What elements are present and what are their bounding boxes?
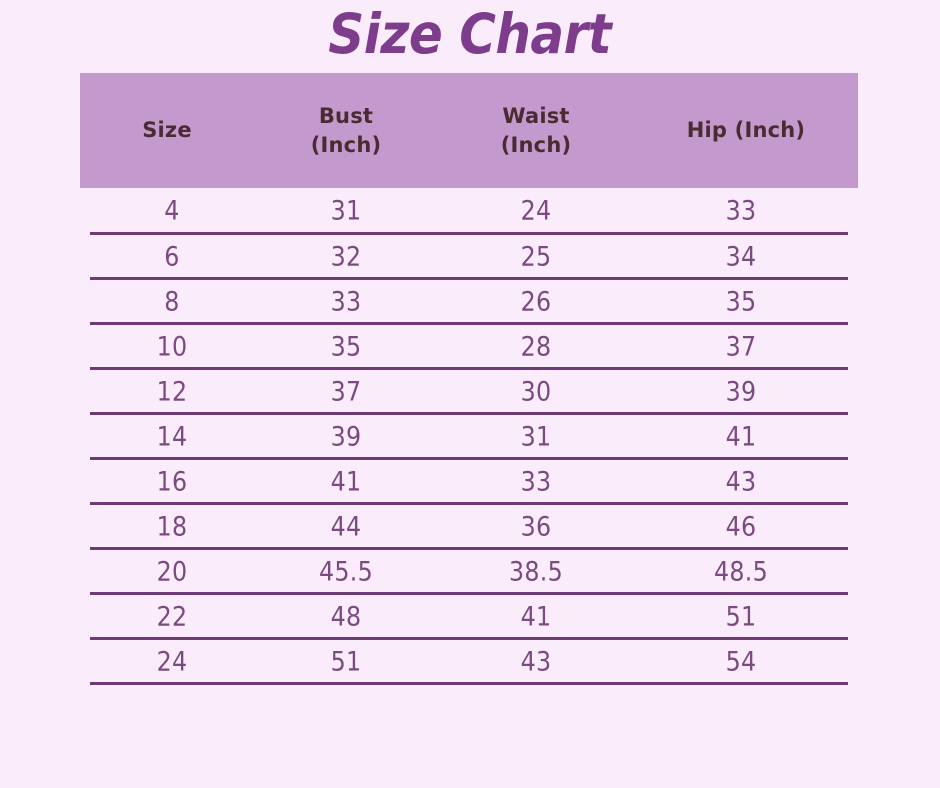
- table-row: 4 31 24 33: [90, 188, 848, 235]
- cell-bust: 31: [330, 194, 362, 226]
- cell-bust: 51: [330, 645, 362, 677]
- cell-size: 24: [156, 645, 188, 677]
- column-header-waist: Waist (Inch): [438, 73, 634, 188]
- cell-bust: 41: [330, 465, 362, 497]
- table-header-row: Size Bust (Inch) Waist (Inch) Hip (Inch): [80, 73, 858, 188]
- cell-bust: 48: [330, 600, 362, 632]
- cell-hip: 51: [725, 600, 757, 632]
- table-row: 10 35 28 37: [90, 325, 848, 370]
- cell-bust: 39: [330, 420, 362, 452]
- cell-size: 4: [164, 194, 180, 226]
- cell-waist: 36: [520, 510, 552, 542]
- cell-bust: 32: [330, 240, 362, 272]
- cell-hip: 54: [725, 645, 757, 677]
- cell-waist: 30: [520, 375, 552, 407]
- size-chart-table: Size Bust (Inch) Waist (Inch) Hip (Inch)…: [80, 73, 858, 685]
- table-row: 8 33 26 35: [90, 280, 848, 325]
- cell-waist: 31: [520, 420, 552, 452]
- cell-size: 6: [164, 240, 180, 272]
- cell-hip: 39: [725, 375, 757, 407]
- cell-hip: 34: [725, 240, 757, 272]
- cell-bust: 37: [330, 375, 362, 407]
- cell-waist: 38.5: [508, 555, 564, 587]
- table-row: 6 32 25 34: [90, 235, 848, 280]
- column-header-size-label: Size: [142, 118, 192, 143]
- cell-size: 20: [156, 555, 188, 587]
- cell-hip: 35: [725, 285, 757, 317]
- column-header-hip: Hip (Inch): [634, 73, 858, 188]
- cell-size: 10: [156, 330, 188, 362]
- column-header-bust-label: Bust (Inch): [310, 104, 382, 157]
- cell-hip: 43: [725, 465, 757, 497]
- page-title-wrapper: Size Chart: [0, 2, 940, 67]
- cell-hip: 46: [725, 510, 757, 542]
- cell-bust: 35: [330, 330, 362, 362]
- cell-size: 16: [156, 465, 188, 497]
- cell-size: 18: [156, 510, 188, 542]
- column-header-waist-label: Waist (Inch): [500, 104, 572, 157]
- cell-waist: 43: [520, 645, 552, 677]
- table-body: 4 31 24 33 6 32 25 34 8 33 26 35 10 35 2…: [80, 188, 858, 685]
- cell-size: 8: [164, 285, 180, 317]
- cell-waist: 25: [520, 240, 552, 272]
- table-row: 14 39 31 41: [90, 415, 848, 460]
- cell-hip: 41: [725, 420, 757, 452]
- cell-hip: 48.5: [713, 555, 769, 587]
- cell-hip: 37: [725, 330, 757, 362]
- cell-waist: 33: [520, 465, 552, 497]
- cell-bust: 33: [330, 285, 362, 317]
- table-row: 22 48 41 51: [90, 595, 848, 640]
- table-row: 12 37 30 39: [90, 370, 848, 415]
- table-row: 24 51 43 54: [90, 640, 848, 685]
- cell-bust: 44: [330, 510, 362, 542]
- table-row: 18 44 36 46: [90, 505, 848, 550]
- cell-size: 12: [156, 375, 188, 407]
- page-title: Size Chart: [328, 2, 612, 67]
- table-row: 16 41 33 43: [90, 460, 848, 505]
- column-header-bust: Bust (Inch): [254, 73, 438, 188]
- cell-size: 22: [156, 600, 188, 632]
- cell-hip: 33: [725, 194, 757, 226]
- cell-bust: 45.5: [318, 555, 374, 587]
- cell-waist: 26: [520, 285, 552, 317]
- cell-size: 14: [156, 420, 188, 452]
- cell-waist: 24: [520, 194, 552, 226]
- column-header-hip-label: Hip (Inch): [686, 118, 806, 143]
- cell-waist: 41: [520, 600, 552, 632]
- table-row: 20 45.5 38.5 48.5: [90, 550, 848, 595]
- column-header-size: Size: [80, 73, 254, 188]
- cell-waist: 28: [520, 330, 552, 362]
